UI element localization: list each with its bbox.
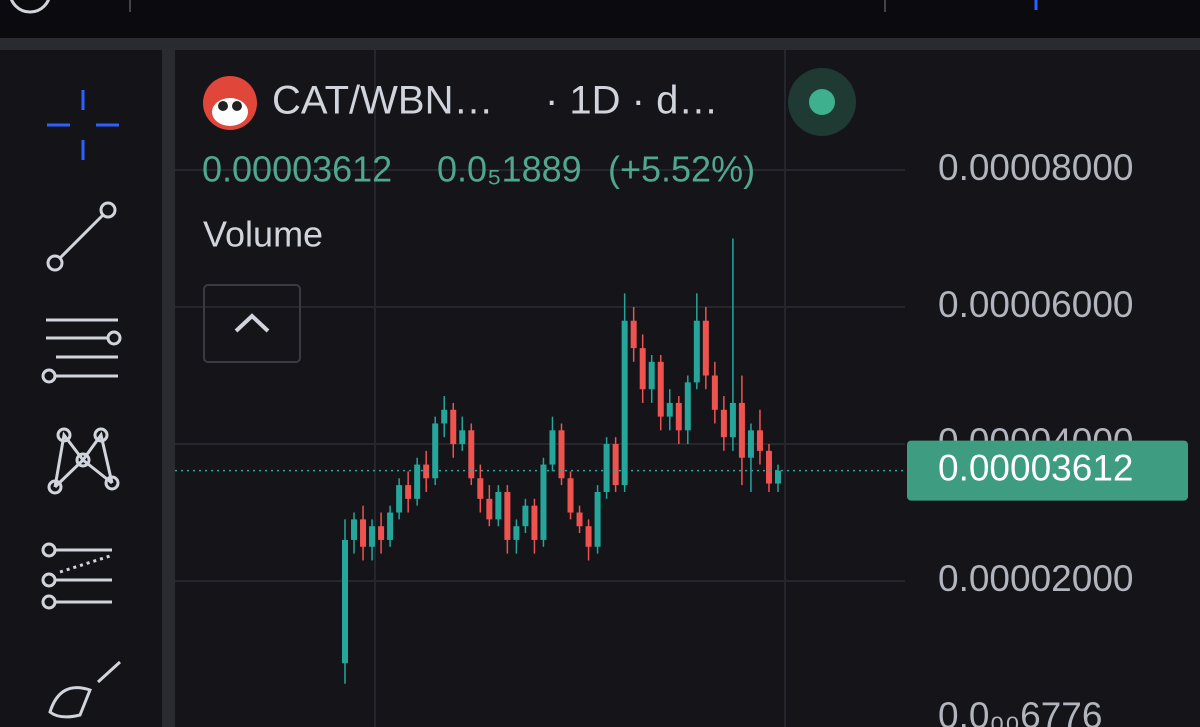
last-price-badge (907, 440, 1188, 501)
candle-body (630, 320, 637, 349)
candle-body (522, 505, 529, 527)
candle-body (486, 498, 493, 520)
candle-body (387, 512, 394, 540)
top-icon[interactable] (10, 0, 50, 14)
candle-body (342, 539, 348, 664)
candle-body (648, 361, 655, 390)
symbol-logo-eye (218, 101, 228, 111)
candle-body (360, 519, 367, 547)
collapse-button[interactable] (203, 284, 301, 363)
candle-body (504, 491, 511, 540)
candle-body (702, 320, 709, 376)
candle-body (675, 402, 682, 431)
candle-body (585, 526, 592, 547)
candle-body (594, 491, 601, 547)
crosshair-tool[interactable] (47, 90, 119, 160)
candle-body (441, 409, 448, 424)
candle-body (738, 402, 745, 458)
candle-body (432, 423, 439, 479)
candle-body (684, 382, 691, 431)
candle-body (612, 444, 619, 486)
candle-body (711, 375, 718, 410)
parallel-tool[interactable] (41, 318, 122, 384)
candle-body (459, 430, 466, 445)
candle-body (531, 505, 538, 540)
volume-axis-label: 0.0₀₀6776 (938, 695, 1102, 727)
candle-body (720, 409, 727, 438)
candle-body (576, 512, 583, 527)
y-tick-label: 0.00006000 (938, 284, 1133, 325)
last-price-label: 0.00003612 (938, 447, 1133, 488)
candle-body (513, 526, 520, 540)
collapse-icon (234, 313, 270, 333)
trendline-tool[interactable] (46, 201, 117, 272)
price-change: 0.0₅1889 (437, 149, 582, 190)
candle-body (775, 470, 781, 484)
candle-body (747, 430, 754, 458)
separator (0, 38, 1200, 50)
status-dot (809, 89, 835, 115)
candle-body (468, 430, 475, 479)
separator (162, 50, 175, 727)
symbol-meta[interactable]: · 1D · d… (545, 79, 718, 123)
symbol[interactable]: CAT/WBN… (272, 79, 493, 123)
candle-body (729, 402, 736, 438)
y-tick-label: 0.00002000 (938, 558, 1133, 599)
candle-body (657, 361, 664, 417)
candle-body (765, 450, 772, 484)
fib-tool[interactable] (41, 542, 112, 610)
symbol-logo-face (212, 98, 248, 126)
last-price: 0.00003612 (202, 149, 392, 190)
candle-body (351, 519, 358, 540)
candle-body (549, 430, 556, 465)
top-bar (0, 0, 1200, 38)
symbol-logo-eye (232, 101, 242, 111)
toolbar (0, 50, 162, 727)
pattern-tool[interactable] (47, 427, 120, 495)
candle-body (693, 320, 700, 383)
candle-body (414, 464, 421, 499)
candle-body (378, 526, 385, 540)
candle-body (639, 348, 646, 390)
candle-body (756, 430, 763, 451)
price-change-percent: (+5.52%) (608, 149, 755, 190)
indicator-label[interactable]: Volume (203, 214, 323, 255)
candle-body (495, 491, 502, 520)
candle-body (666, 402, 673, 417)
plot (175, 169, 905, 684)
candle-body (540, 464, 547, 540)
y-tick-label: 0.00008000 (938, 147, 1133, 188)
candle-body (477, 478, 484, 499)
candle-body (396, 485, 403, 513)
candle-body (567, 478, 574, 513)
candle-body (369, 526, 376, 547)
candle-body (603, 444, 610, 492)
candle-body (558, 430, 565, 479)
brush-tool[interactable] (48, 660, 122, 719)
candle-body (423, 464, 430, 479)
candle-body (450, 409, 457, 445)
candle-body (405, 485, 412, 499)
candle-body (621, 320, 628, 486)
